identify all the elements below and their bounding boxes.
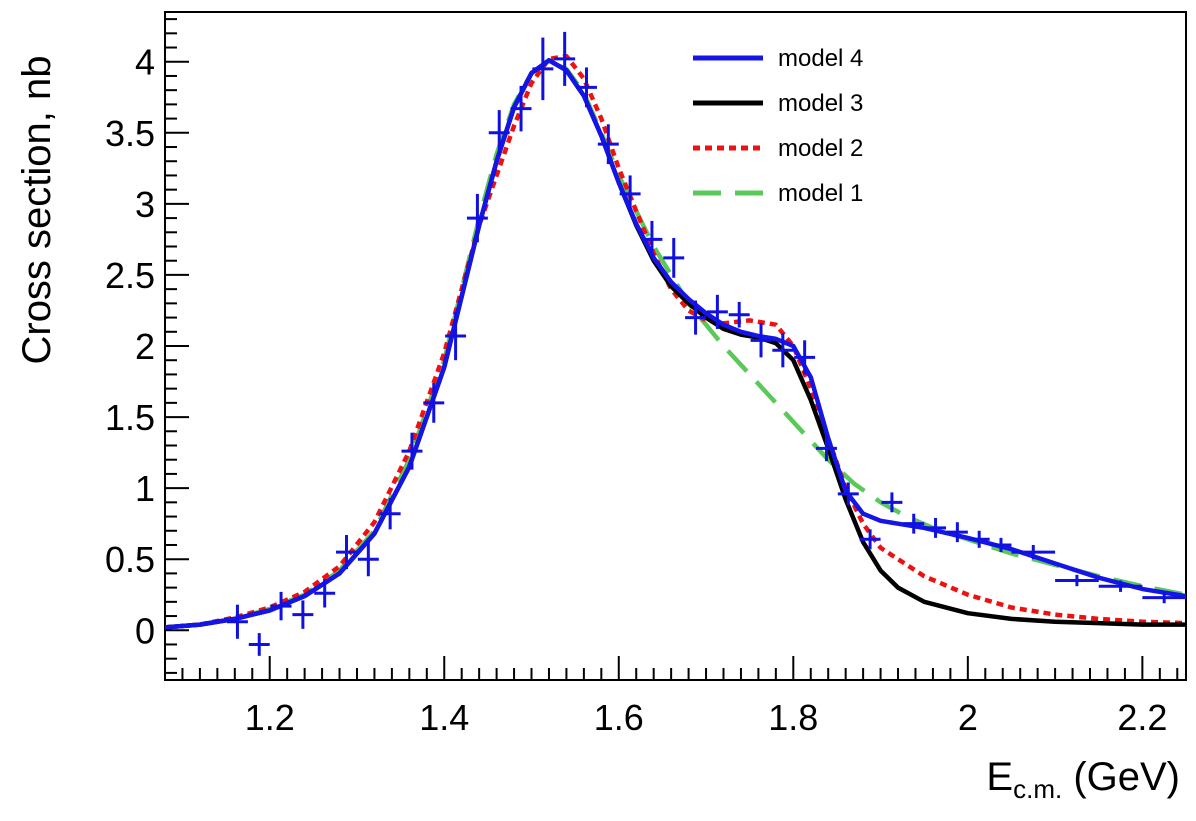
legend-entry: model 3 xyxy=(693,90,863,117)
legend-entry: model 2 xyxy=(693,135,863,162)
y-tick-label: 0 xyxy=(135,610,155,651)
data-point xyxy=(1011,544,1056,560)
x-axis-title: Ec.m. (GeV) xyxy=(986,755,1180,804)
data-point xyxy=(881,492,903,513)
x-tick-label: 1.2 xyxy=(245,697,295,738)
x-tick-label: 1.4 xyxy=(419,697,469,738)
data-point xyxy=(706,294,728,329)
x-tick-label: 1.6 xyxy=(594,697,644,738)
y-tick-label: 1 xyxy=(135,468,155,509)
x-axis-title-subscript: c.m. xyxy=(1013,774,1062,804)
data-point xyxy=(445,311,467,361)
data-points xyxy=(226,31,1186,656)
data-point xyxy=(357,542,379,577)
data-point xyxy=(794,340,816,375)
axis-ticks xyxy=(164,18,1179,680)
x-axis-title-main: E xyxy=(986,755,1013,799)
data-point xyxy=(859,529,881,550)
data-point xyxy=(314,579,336,608)
data-point xyxy=(226,604,248,639)
data-point xyxy=(576,67,597,108)
data-point xyxy=(946,522,968,543)
legend-label: model 3 xyxy=(778,90,863,117)
y-tick-label: 2.5 xyxy=(105,255,155,296)
tick-labels: 1.2 1.4 1.6 1.8 2 2.2 0 0.5 1 1.5 2 2.5 3 3.5 4 xyxy=(105,42,1167,738)
data-point xyxy=(685,300,707,335)
data-point xyxy=(1142,591,1186,604)
data-point xyxy=(619,175,641,213)
data-point xyxy=(597,124,619,165)
x-axis-title-unit: (GeV) xyxy=(1062,755,1180,799)
x-tick-label: 2 xyxy=(958,697,978,738)
y-tick-label: 1.5 xyxy=(105,397,155,438)
data-point xyxy=(750,323,772,358)
curve-model-4 xyxy=(165,58,1186,630)
data-point xyxy=(336,535,357,570)
y-tick-label: 3 xyxy=(135,184,155,225)
data-point xyxy=(532,37,554,101)
data-point xyxy=(903,513,925,534)
data-point xyxy=(990,537,1012,553)
data-point xyxy=(641,220,663,258)
data-point xyxy=(379,498,401,530)
legend: model 4 model 3 model 2 model 1 xyxy=(693,45,863,207)
data-point xyxy=(510,85,532,132)
data-point xyxy=(488,110,510,156)
data-point xyxy=(663,237,685,278)
y-axis-title: Cross section, nb xyxy=(15,55,59,364)
data-point xyxy=(1055,574,1099,587)
data-point xyxy=(815,435,837,462)
legend-label: model 4 xyxy=(778,45,863,72)
curve-model-2 xyxy=(165,53,1186,630)
legend-entry: model 1 xyxy=(693,180,863,207)
data-point xyxy=(728,301,750,328)
legend-label: model 1 xyxy=(778,180,863,207)
data-point xyxy=(1098,580,1143,592)
data-point xyxy=(925,517,947,538)
y-tick-label: 0.5 xyxy=(105,539,155,580)
x-tick-label: 2.2 xyxy=(1117,697,1167,738)
data-point xyxy=(554,31,576,86)
data-point xyxy=(968,530,990,548)
y-tick-label: 2 xyxy=(135,326,155,367)
data-point xyxy=(772,333,794,368)
legend-entry: model 4 xyxy=(693,45,863,72)
data-point xyxy=(466,193,488,243)
data-point xyxy=(248,633,270,656)
data-point xyxy=(270,591,292,621)
y-tick-label: 3.5 xyxy=(105,113,155,154)
data-point xyxy=(401,432,423,470)
y-tick-label: 4 xyxy=(135,42,155,83)
data-point xyxy=(423,382,445,423)
x-tick-label: 1.8 xyxy=(768,697,818,738)
data-point xyxy=(837,482,859,506)
data-point xyxy=(292,600,314,629)
legend-label: model 2 xyxy=(778,135,863,162)
